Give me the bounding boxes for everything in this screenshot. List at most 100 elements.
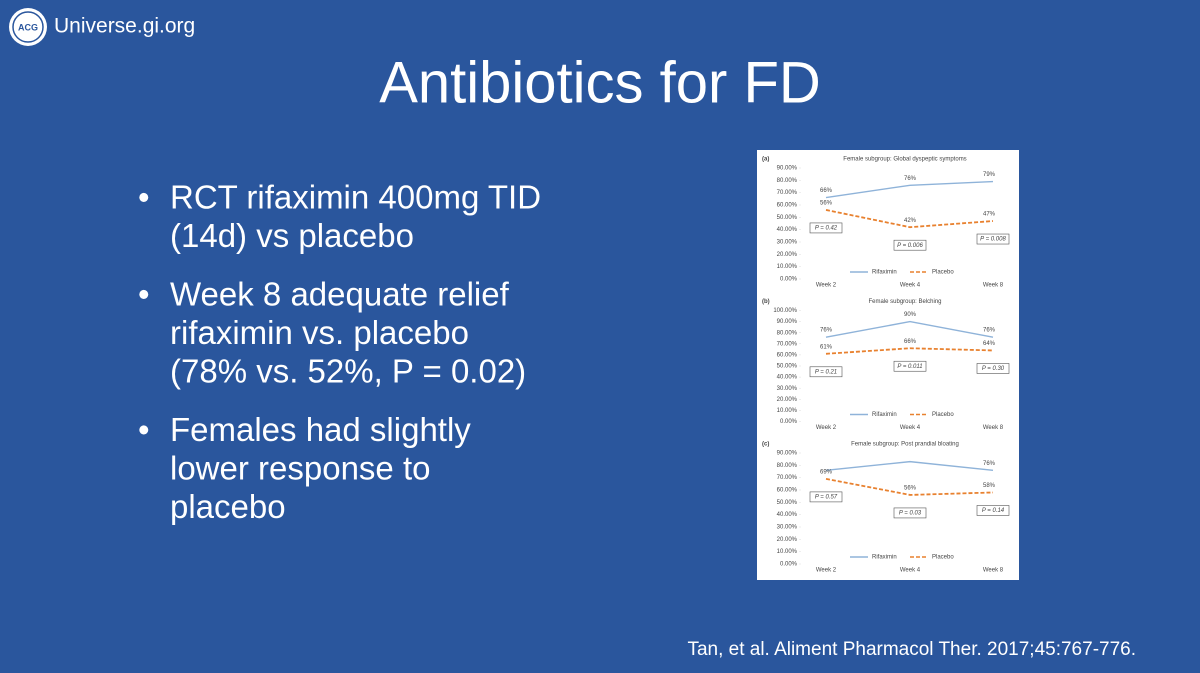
p-value: P = 0.21 [815, 369, 837, 375]
y-tick-label: 80.00% [777, 330, 798, 336]
bullet-line: rifaximin vs. placebo [170, 314, 469, 351]
y-tick-label: 50.00% [777, 364, 798, 370]
p-value-box [976, 363, 1010, 374]
y-tick-label: 10.00% [777, 264, 798, 270]
x-tick-label: Week 8 [983, 568, 1004, 574]
y-tick-label: 50.00% [777, 215, 798, 221]
bullet-line: (14d) vs placebo [170, 217, 414, 254]
data-label: 76% [983, 461, 996, 467]
legend-label: Rifaximin [872, 270, 897, 276]
y-tick-label: 60.00% [777, 203, 798, 209]
bullet-dot: • [138, 179, 150, 216]
y-tick-label: 40.00% [777, 512, 798, 518]
bullet-line: placebo [170, 488, 286, 525]
legend-label: Placebo [932, 270, 954, 276]
series-line [825, 180, 994, 199]
p-value-box [809, 366, 843, 378]
bullet-line: lower response to [170, 450, 430, 487]
data-label: 76% [820, 328, 833, 334]
y-tick-label: 70.00% [777, 341, 798, 347]
data-label: 90% [904, 312, 917, 318]
logo-text: ACG [18, 22, 38, 32]
x-tick-label: Week 4 [900, 568, 921, 574]
chart-title: Female subgroup: Belching [868, 299, 941, 305]
data-label: 66% [904, 339, 917, 345]
p-value-box [809, 222, 843, 234]
panel-label: (a) [762, 157, 769, 163]
data-label: 76% [983, 328, 996, 334]
series-line [825, 209, 994, 229]
p-value-box [893, 360, 927, 372]
y-tick-label: 80.00% [777, 178, 798, 184]
p-value-box [976, 233, 1010, 245]
x-tick-label: Week 2 [816, 568, 837, 574]
data-label: 42% [904, 218, 917, 224]
panel-label: (c) [762, 442, 769, 448]
x-tick-label: Week 4 [900, 283, 921, 289]
series-line [825, 347, 994, 355]
legend-label: Rifaximin [872, 412, 897, 418]
bullet-line: Week 8 adequate relief [170, 276, 510, 313]
y-tick-label: 60.00% [777, 352, 798, 358]
bullet-dot: • [138, 411, 150, 448]
data-label: 66% [820, 188, 833, 194]
data-label: 64% [983, 341, 996, 347]
y-tick-label: 40.00% [777, 227, 798, 233]
y-tick-label: 20.00% [777, 537, 798, 543]
p-value: P = 0.008 [980, 237, 1006, 243]
x-tick-label: Week 8 [983, 425, 1004, 431]
p-value-box [976, 505, 1010, 516]
y-tick-label: 90.00% [777, 319, 798, 325]
y-tick-label: 20.00% [777, 252, 798, 258]
p-value-box [893, 507, 927, 519]
bullet-dot: • [138, 276, 150, 313]
x-tick-label: Week 2 [816, 283, 837, 289]
logo-ring [12, 11, 44, 43]
p-value-box [809, 491, 843, 503]
series-line [825, 460, 994, 471]
p-value: P = 0.03 [899, 511, 922, 517]
data-label: 79% [983, 172, 996, 178]
p-value-box [893, 239, 927, 251]
data-label: 58% [983, 483, 996, 489]
y-tick-label: 70.00% [777, 475, 798, 481]
y-tick-label: 0.00% [780, 562, 798, 568]
legend-label: Placebo [932, 412, 954, 418]
y-tick-label: 90.00% [777, 451, 798, 457]
data-label: 56% [820, 201, 833, 207]
x-tick-label: Week 4 [900, 425, 921, 431]
charts: (a) Female subgroup: Global dyspeptic sym… [762, 157, 1010, 574]
slide-title: Antibiotics for FD [379, 50, 821, 115]
y-tick-label: 10.00% [777, 549, 798, 555]
data-label: 61% [820, 344, 833, 350]
data-label: 76% [904, 176, 917, 182]
legend-label: Placebo [932, 555, 954, 561]
p-value: P = 0.006 [897, 243, 923, 249]
data-label: 47% [983, 212, 996, 218]
p-value: P = 0.30 [982, 366, 1005, 372]
legend-label: Rifaximin [872, 555, 897, 561]
p-value: P = 0.42 [815, 226, 838, 232]
x-tick-label: Week 2 [816, 425, 837, 431]
y-tick-label: 0.00% [780, 419, 798, 425]
data-label: 56% [904, 486, 917, 492]
y-tick-label: 30.00% [777, 525, 798, 531]
y-tick-label: 100.00% [773, 308, 797, 314]
chart-title: Female subgroup: Global dyspeptic sympto… [843, 157, 966, 163]
p-value: P = 0.57 [815, 494, 838, 500]
bullet-line: RCT rifaximin 400mg TID [170, 179, 541, 216]
x-tick-label: Week 8 [983, 283, 1004, 289]
y-tick-label: 80.00% [777, 463, 798, 469]
y-tick-label: 60.00% [777, 488, 798, 494]
y-tick-label: 10.00% [777, 408, 798, 414]
y-tick-label: 40.00% [777, 375, 798, 381]
y-tick-label: 70.00% [777, 190, 798, 196]
panel-label: (b) [762, 299, 770, 305]
y-tick-label: 90.00% [777, 166, 798, 172]
data-label: 69% [820, 469, 833, 475]
y-tick-label: 0.00% [780, 277, 798, 283]
bullet-list: • RCT rifaximin 400mg TID(14d) vs placebo… [138, 179, 541, 526]
bullet-line: (78% vs. 52%, P = 0.02) [170, 353, 526, 390]
